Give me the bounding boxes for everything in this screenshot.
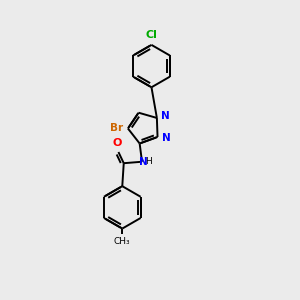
Text: CH₃: CH₃ (114, 237, 130, 246)
Text: H: H (145, 157, 152, 166)
Text: N: N (162, 134, 171, 143)
Text: N: N (161, 112, 170, 122)
Text: Cl: Cl (146, 30, 158, 40)
Text: N: N (139, 157, 147, 167)
Text: Br: Br (110, 123, 123, 133)
Text: O: O (112, 138, 122, 148)
